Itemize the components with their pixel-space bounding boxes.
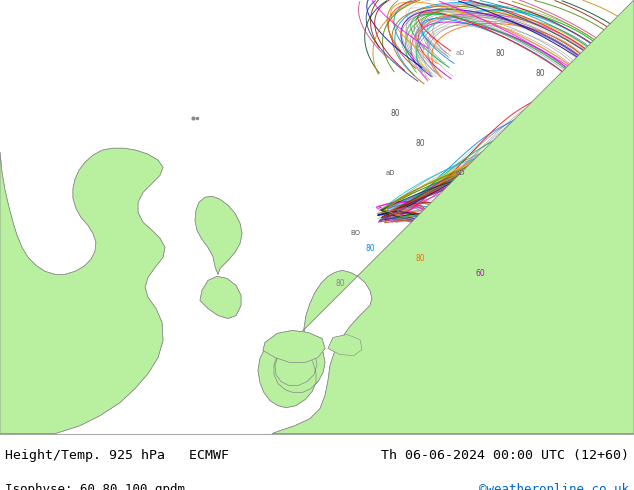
Text: Isophyse: 60 80 100 gpdm: Isophyse: 60 80 100 gpdm	[5, 483, 185, 490]
Text: Height/Temp. 925 hPa   ECMWF: Height/Temp. 925 hPa ECMWF	[5, 449, 229, 463]
Text: 80: 80	[390, 109, 400, 118]
Polygon shape	[200, 276, 241, 318]
Polygon shape	[200, 276, 241, 318]
Polygon shape	[195, 196, 242, 274]
Text: 80: 80	[495, 49, 505, 58]
Polygon shape	[258, 0, 634, 434]
Text: 80: 80	[415, 254, 425, 263]
Polygon shape	[258, 0, 634, 434]
Polygon shape	[328, 335, 362, 356]
Text: aD: aD	[455, 170, 465, 176]
Text: 60: 60	[475, 269, 485, 278]
Polygon shape	[328, 335, 362, 356]
Text: ©weatheronline.co.uk: ©weatheronline.co.uk	[479, 483, 629, 490]
Text: aD: aD	[455, 50, 465, 56]
Polygon shape	[0, 148, 165, 434]
Text: Th 06-06-2024 00:00 UTC (12+60): Th 06-06-2024 00:00 UTC (12+60)	[381, 449, 629, 463]
Text: BO: BO	[350, 230, 360, 236]
Text: 80: 80	[365, 244, 375, 253]
Text: aD: aD	[385, 170, 395, 176]
Polygon shape	[195, 196, 242, 274]
Polygon shape	[263, 330, 325, 363]
Text: 80: 80	[415, 139, 425, 147]
Polygon shape	[0, 148, 165, 434]
Text: 80: 80	[535, 69, 545, 77]
Text: 80: 80	[335, 279, 345, 288]
Polygon shape	[263, 330, 325, 363]
